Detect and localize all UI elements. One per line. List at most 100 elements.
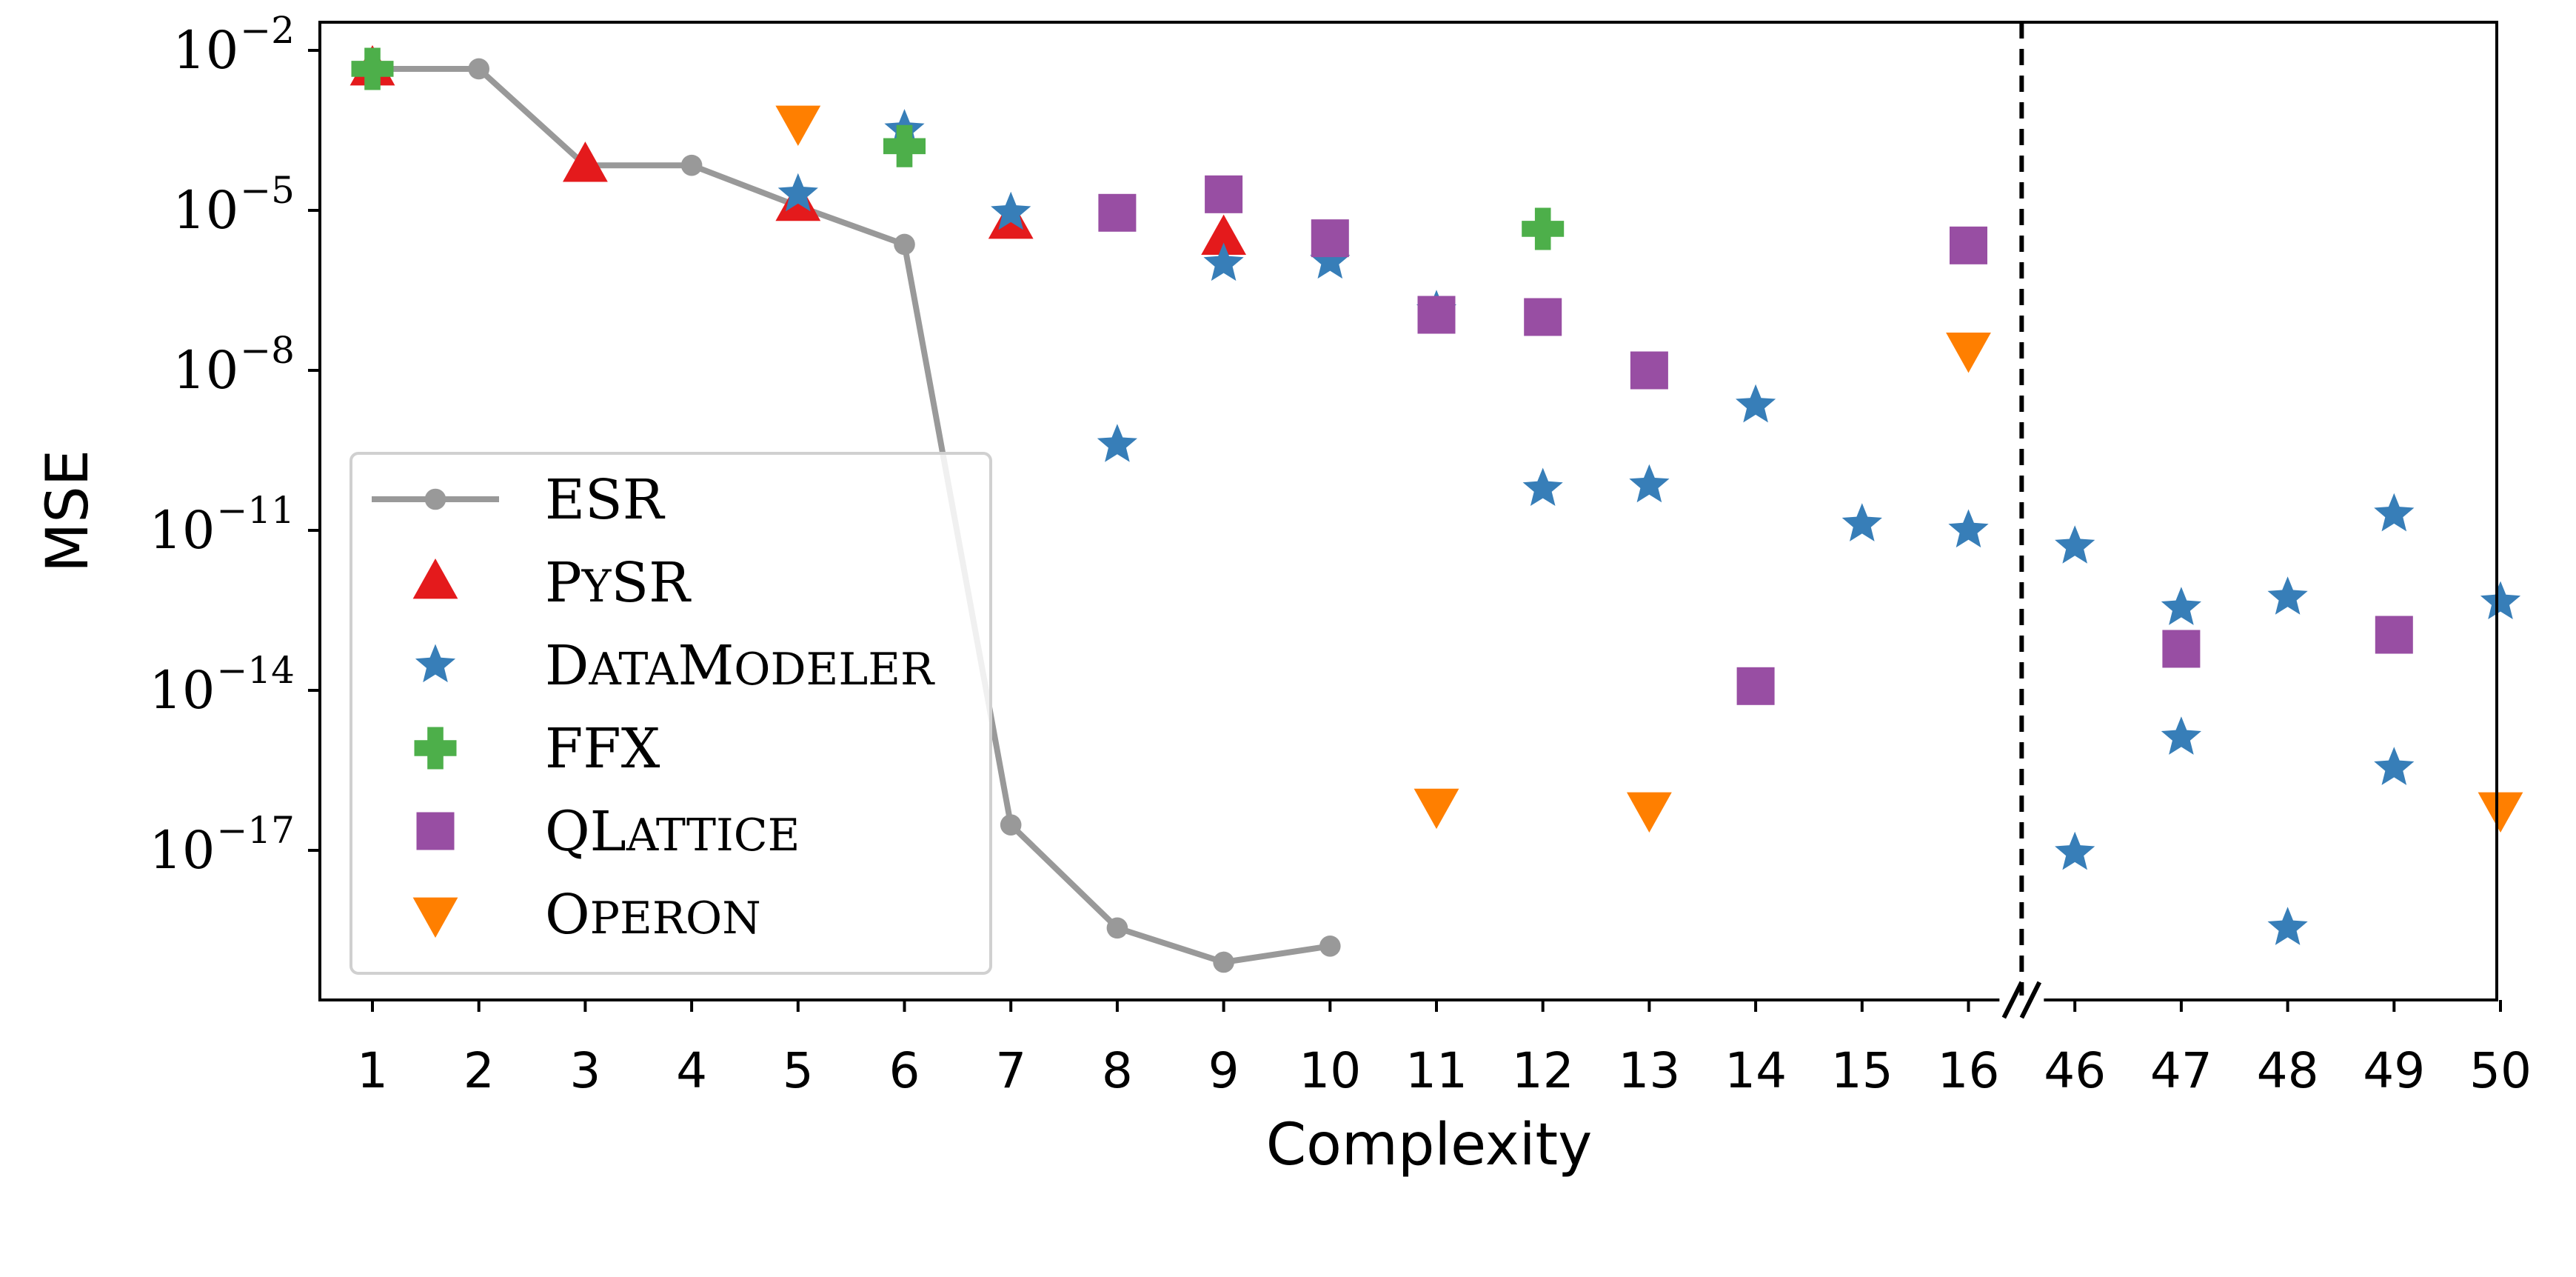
data-point-esr bbox=[1319, 936, 1341, 957]
data-point-operon bbox=[1946, 332, 1991, 373]
data-point-pysr bbox=[563, 141, 608, 182]
series-qlattice bbox=[1098, 175, 2413, 705]
data-point-esr bbox=[1106, 917, 1128, 939]
x-tick-label: 2 bbox=[464, 1042, 495, 1099]
x-tick-label: 9 bbox=[1208, 1042, 1240, 1099]
data-point-datamodeler bbox=[2374, 747, 2415, 785]
svg-text:−11: −11 bbox=[216, 489, 295, 532]
data-point-operon bbox=[2478, 792, 2523, 833]
data-point-qlattice bbox=[1417, 296, 1456, 334]
data-point-qlattice bbox=[1311, 219, 1349, 258]
data-point-qlattice bbox=[1630, 351, 1668, 390]
svg-text:−5: −5 bbox=[240, 169, 295, 212]
x-tick-label: 7 bbox=[995, 1042, 1026, 1099]
legend-entry-pysr: PYSR bbox=[412, 551, 692, 615]
data-point-datamodeler bbox=[1629, 464, 1670, 503]
series-ffx bbox=[351, 47, 1565, 250]
svg-text:10: 10 bbox=[149, 820, 215, 881]
data-point-datamodeler bbox=[1203, 242, 1244, 281]
data-point-datamodeler bbox=[2267, 576, 2308, 615]
legend-label: ESR bbox=[545, 468, 666, 532]
data-point-datamodeler bbox=[991, 191, 1031, 230]
data-point-datamodeler bbox=[1948, 509, 1989, 548]
data-point-esr bbox=[1000, 814, 1022, 836]
legend-marker bbox=[424, 488, 446, 510]
series-line-esr bbox=[372, 66, 1331, 965]
legend-entry-qlattice: QLATTICE bbox=[416, 800, 800, 864]
data-point-datamodeler bbox=[1736, 384, 1776, 423]
data-point-ffx bbox=[1522, 207, 1565, 250]
legend-marker bbox=[416, 812, 455, 850]
y-tick-label: 10 −8 bbox=[173, 329, 295, 401]
data-point-esr bbox=[680, 154, 703, 176]
data-point-ffx bbox=[351, 47, 394, 90]
y-axis-title: MSE bbox=[35, 450, 101, 573]
y-tick-label: 10 −14 bbox=[149, 649, 295, 721]
legend-entry-operon: OPERON bbox=[412, 883, 761, 947]
y-tick-label: 10 −2 bbox=[173, 9, 295, 81]
x-tick-label: 10 bbox=[1299, 1042, 1361, 1099]
x-tick-label: 47 bbox=[2150, 1042, 2212, 1099]
data-point-datamodeler bbox=[2055, 831, 2095, 870]
data-point-esr bbox=[468, 58, 489, 80]
legend-entry-esr: ESR bbox=[372, 468, 666, 532]
data-point-qlattice bbox=[1950, 226, 1987, 264]
plot-frame bbox=[318, 21, 2498, 1001]
x-tick-label: 46 bbox=[2044, 1042, 2106, 1099]
svg-text:−8: −8 bbox=[240, 329, 295, 372]
x-tick-label: 15 bbox=[1831, 1042, 1893, 1099]
legend-box bbox=[349, 452, 992, 975]
data-point-datamodeler bbox=[2161, 587, 2201, 625]
data-point-datamodeler bbox=[2055, 525, 2095, 564]
data-point-ffx bbox=[883, 124, 926, 167]
legend-label: DATAMODELER bbox=[545, 634, 935, 698]
x-tick-label: 11 bbox=[1405, 1042, 1468, 1099]
svg-text:10: 10 bbox=[149, 660, 215, 721]
legend-marker bbox=[414, 727, 457, 770]
y-tick-label: 10 −11 bbox=[149, 489, 295, 561]
x-tick-label: 14 bbox=[1724, 1042, 1787, 1099]
data-point-datamodeler bbox=[2161, 716, 2201, 755]
data-point-datamodeler bbox=[1310, 240, 1351, 279]
x-tick-label: 48 bbox=[2257, 1042, 2319, 1099]
data-point-qlattice bbox=[2162, 630, 2201, 668]
x-tick-label: 50 bbox=[2469, 1042, 2532, 1099]
data-point-datamodeler bbox=[1097, 424, 1137, 462]
data-point-pysr bbox=[1201, 214, 1246, 256]
svg-text:−2: −2 bbox=[240, 9, 295, 52]
data-point-operon bbox=[775, 105, 821, 146]
svg-text:10: 10 bbox=[149, 500, 215, 561]
legend-marker bbox=[412, 559, 458, 599]
legend-entry-ffx: FFX bbox=[414, 717, 660, 781]
x-tick-label: 49 bbox=[2363, 1042, 2425, 1099]
svg-text:10: 10 bbox=[173, 20, 238, 81]
y-tick-label: 10 −17 bbox=[149, 809, 295, 881]
data-point-qlattice bbox=[1098, 193, 1137, 232]
legend-label: QLATTICE bbox=[545, 800, 800, 864]
svg-text:−17: −17 bbox=[216, 809, 295, 852]
legend-label: OPERON bbox=[545, 883, 761, 947]
data-point-qlattice bbox=[2375, 616, 2413, 654]
axis-break-slash bbox=[2019, 981, 2042, 1019]
data-point-datamodeler bbox=[777, 173, 818, 212]
data-point-datamodeler bbox=[2480, 581, 2521, 619]
data-point-datamodeler bbox=[2267, 907, 2308, 945]
legend-marker bbox=[415, 644, 456, 683]
series-operon bbox=[775, 105, 2523, 833]
y-tick-label: 10 −5 bbox=[173, 169, 295, 241]
data-point-qlattice bbox=[1205, 175, 1243, 213]
axis-break-slash bbox=[2001, 981, 2024, 1019]
data-point-datamodeler bbox=[1841, 503, 1882, 541]
x-tick-label: 1 bbox=[357, 1042, 388, 1099]
svg-text:10: 10 bbox=[173, 340, 238, 401]
x-tick-label: 13 bbox=[1618, 1042, 1680, 1099]
plot-area bbox=[349, 44, 2523, 973]
legend-marker bbox=[412, 897, 458, 938]
x-tick-label: 4 bbox=[676, 1042, 707, 1099]
x-tick-label: 3 bbox=[569, 1042, 600, 1099]
svg-text:10: 10 bbox=[173, 180, 238, 241]
legend-entry-datamodeler: DATAMODELER bbox=[415, 634, 935, 698]
data-point-operon bbox=[1627, 792, 1672, 833]
